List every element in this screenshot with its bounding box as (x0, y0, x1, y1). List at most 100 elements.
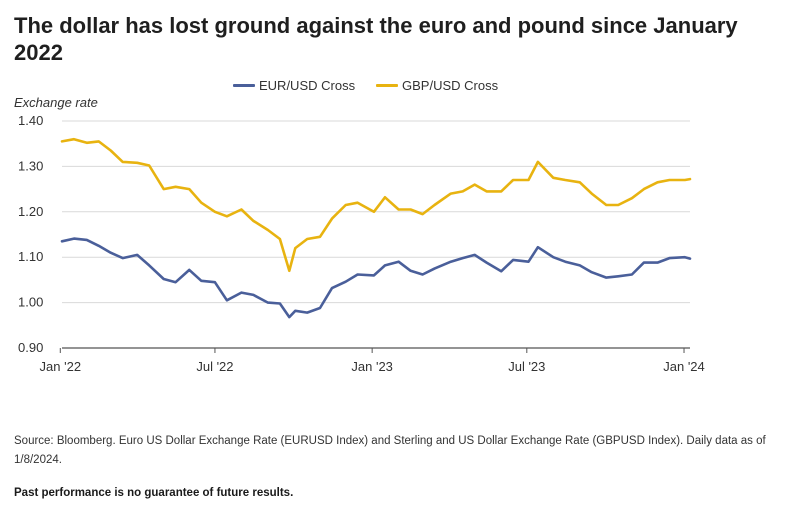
data-point (486, 262, 488, 264)
series-lines (60, 137, 692, 319)
data-point (527, 179, 530, 181)
x-axis-ticks: Jan '22 Jul '22 Jan '23 Jul '23 Jan '24 (40, 348, 705, 374)
data-point (357, 202, 359, 204)
grid-lines (62, 120, 690, 349)
data-point (200, 280, 202, 282)
data-point (175, 281, 177, 283)
data-point (433, 268, 436, 270)
data-point (226, 299, 228, 301)
data-point (564, 261, 566, 263)
data-point (617, 275, 619, 277)
data-point (643, 188, 645, 190)
x-tick-label: Jul '22 (196, 359, 233, 374)
data-point (175, 186, 177, 188)
data-point (188, 269, 190, 271)
data-point (564, 179, 566, 181)
data-point (252, 294, 254, 296)
gbp-usd-line (60, 137, 692, 273)
data-point (684, 256, 686, 258)
data-point (643, 262, 645, 264)
data-point (73, 138, 75, 140)
chart-legend: EUR/USD Cross GBP/USD Cross (0, 78, 806, 96)
data-point (579, 181, 581, 183)
data-point (267, 229, 269, 231)
data-point (668, 257, 671, 259)
data-point (500, 190, 502, 192)
data-point (552, 177, 554, 179)
data-point (486, 190, 488, 192)
data-point (537, 246, 539, 248)
data-point (617, 204, 619, 206)
data-point (86, 142, 88, 144)
data-point (398, 261, 400, 263)
data-point (306, 312, 308, 314)
data-point (61, 140, 63, 142)
data-point (410, 208, 412, 211)
data-point (450, 193, 452, 195)
data-point (384, 196, 386, 198)
data-point (267, 302, 269, 304)
y-tick-label: 1.20 (18, 204, 43, 219)
data-point (288, 270, 290, 272)
data-point (656, 262, 659, 264)
data-point (240, 208, 242, 211)
data-point (668, 179, 671, 181)
data-point (288, 316, 290, 318)
data-point (163, 188, 165, 190)
data-point (279, 302, 281, 305)
data-point (527, 261, 530, 263)
legend-swatch-gbp (376, 84, 398, 87)
x-tick-label: Jan '22 (40, 359, 82, 374)
data-point (384, 264, 386, 266)
data-point (422, 273, 424, 276)
x-tick-label: Jul '23 (508, 359, 545, 374)
y-tick-label: 1.00 (18, 295, 43, 310)
data-point (684, 179, 686, 181)
data-point (294, 310, 296, 312)
data-point (110, 149, 112, 152)
data-point (373, 274, 375, 276)
data-point (98, 140, 100, 142)
data-point (319, 307, 321, 309)
data-point (331, 287, 333, 289)
data-point (200, 202, 202, 204)
data-point (410, 270, 412, 272)
data-point (591, 271, 593, 273)
data-point (656, 181, 659, 183)
data-point (188, 188, 190, 190)
data-point (279, 238, 281, 240)
data-point (450, 261, 452, 263)
data-point (345, 204, 347, 206)
y-tick-label: 1.10 (18, 249, 43, 264)
y-tick-label: 1.30 (18, 158, 43, 173)
y-tick-label: 1.40 (18, 113, 43, 128)
data-point (214, 281, 216, 283)
data-point (319, 236, 321, 238)
data-point (474, 254, 476, 256)
data-point (631, 273, 633, 276)
data-point (552, 256, 554, 258)
data-point (73, 238, 75, 240)
data-point (148, 264, 150, 266)
data-point (163, 278, 165, 280)
data-point (122, 257, 124, 259)
data-point (462, 190, 464, 192)
data-point (537, 161, 539, 163)
data-point (500, 270, 502, 272)
y-axis-ticks: 1.40 1.30 1.20 1.10 1.00 0.90 (18, 113, 43, 355)
data-point (512, 179, 514, 181)
data-point (214, 211, 216, 213)
data-point (357, 273, 359, 276)
data-point (462, 257, 464, 259)
data-point (398, 208, 400, 211)
data-point (294, 247, 296, 249)
data-point (631, 197, 633, 199)
x-tick-label: Jan '24 (663, 359, 705, 374)
data-point (579, 264, 581, 266)
data-point (136, 162, 138, 164)
data-point (226, 215, 228, 217)
data-point (136, 254, 138, 256)
data-point (512, 259, 514, 261)
data-point (345, 281, 347, 283)
line-chart: 1.401.301.201.101.000.90 Jan '22 Jul '22 J… (18, 113, 705, 374)
